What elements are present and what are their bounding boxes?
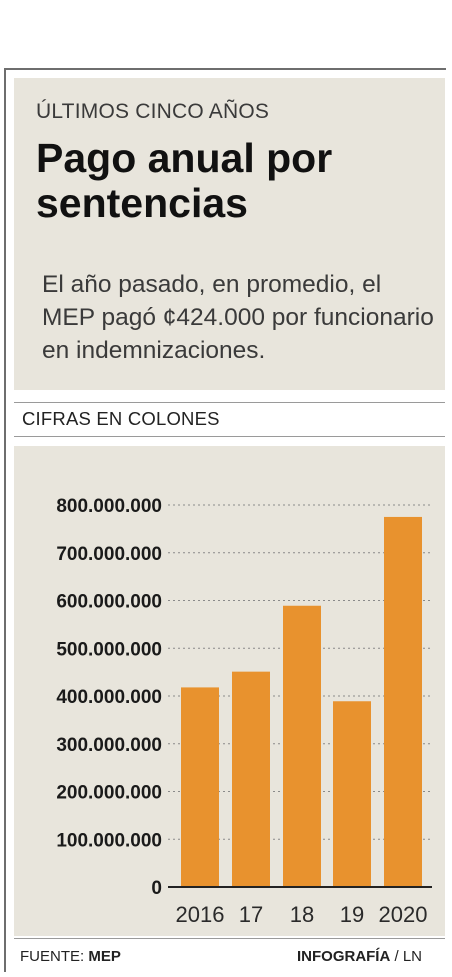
chart-title: Pago anual por sentencias bbox=[36, 135, 333, 226]
bar-18 bbox=[283, 605, 321, 887]
y-tick-label: 700.000.000 bbox=[56, 544, 162, 565]
kicker: ÚLTIMOS CINCO AÑOS bbox=[36, 100, 270, 123]
y-tick-label: 400.000.000 bbox=[56, 687, 162, 708]
header-panel bbox=[14, 78, 445, 390]
source-note: FUENTE: MEP bbox=[20, 948, 121, 965]
bar-2016 bbox=[181, 687, 219, 887]
x-tick-label: 18 bbox=[290, 902, 314, 927]
x-tick-label: 17 bbox=[239, 902, 263, 927]
x-tick-label: 19 bbox=[340, 902, 364, 927]
bar-17 bbox=[232, 671, 270, 887]
credit-value: / LN bbox=[394, 948, 422, 965]
y-tick-label: 500.000.000 bbox=[56, 639, 162, 660]
y-tick-label: 100.000.000 bbox=[56, 830, 162, 851]
divider-bottom bbox=[14, 436, 445, 437]
y-tick-label: 300.000.000 bbox=[56, 735, 162, 756]
x-tick-label: 2016 bbox=[176, 902, 225, 927]
chart-subtitle: El año pasado, en promedio, el MEP pagó … bbox=[42, 271, 434, 364]
y-tick-label: 200.000.000 bbox=[56, 783, 162, 804]
chart-panel bbox=[14, 446, 445, 936]
bar-2020 bbox=[384, 516, 422, 887]
y-tick-label: 0 bbox=[151, 878, 162, 899]
source-value: MEP bbox=[88, 948, 121, 965]
units-label: CIFRAS EN COLONES bbox=[22, 408, 220, 429]
bar-19 bbox=[333, 701, 371, 887]
x-tick-label: 2020 bbox=[379, 902, 428, 927]
y-tick-label: 800.000.000 bbox=[56, 496, 162, 517]
credit-note: INFOGRAFÍA / LN bbox=[297, 948, 422, 965]
y-tick-label: 600.000.000 bbox=[56, 592, 162, 613]
credit-label: INFOGRAFÍA bbox=[296, 948, 391, 965]
footer-divider bbox=[14, 938, 445, 939]
infographic-frame bbox=[4, 68, 446, 972]
source-label: FUENTE: bbox=[20, 948, 85, 965]
divider-top bbox=[14, 402, 445, 403]
